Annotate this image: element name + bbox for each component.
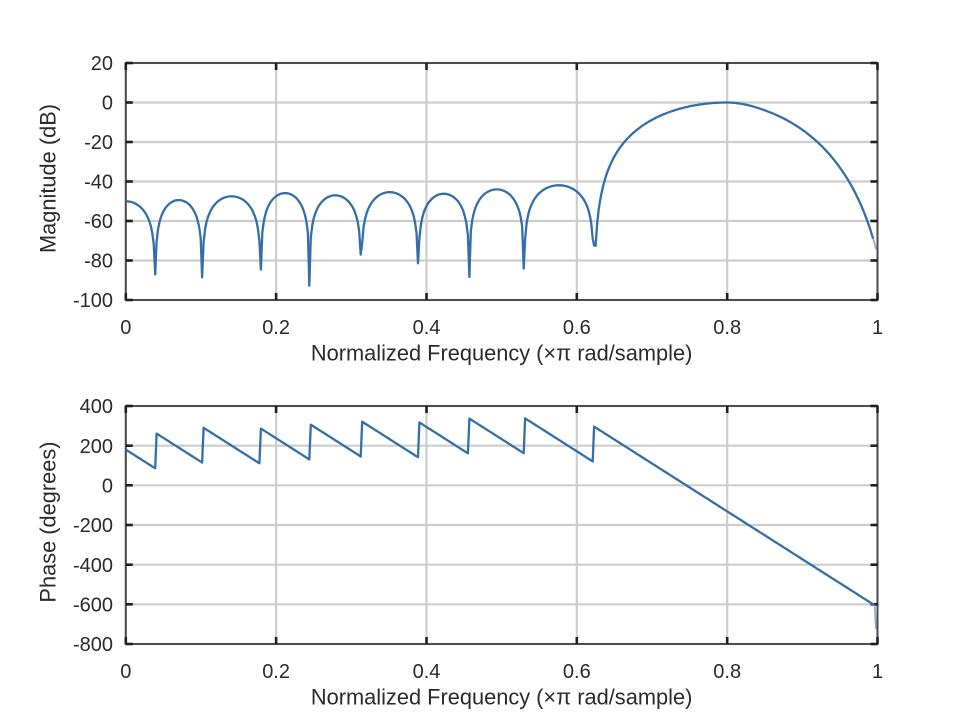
svg-text:-80: -80	[84, 251, 113, 273]
svg-text:0.8: 0.8	[713, 661, 741, 683]
svg-text:0.2: 0.2	[262, 661, 290, 683]
svg-text:-600: -600	[73, 595, 113, 617]
svg-text:-800: -800	[73, 634, 113, 656]
svg-text:-400: -400	[73, 555, 113, 577]
svg-text:1: 1	[872, 317, 883, 339]
svg-text:200: 200	[80, 436, 113, 458]
svg-text:Normalized Frequency (×π rad/s: Normalized Frequency (×π rad/sample)	[311, 685, 693, 710]
svg-text:0.4: 0.4	[413, 661, 441, 683]
svg-text:400: 400	[80, 396, 113, 418]
svg-text:0.6: 0.6	[563, 317, 591, 339]
svg-text:Magnitude (dB): Magnitude (dB)	[36, 104, 61, 253]
svg-text:0.6: 0.6	[563, 661, 591, 683]
svg-text:20: 20	[91, 53, 113, 75]
svg-text:0.2: 0.2	[262, 317, 290, 339]
svg-text:-20: -20	[84, 132, 113, 154]
svg-text:1: 1	[872, 661, 883, 683]
svg-text:0: 0	[120, 317, 131, 339]
svg-text:-60: -60	[84, 211, 113, 233]
svg-text:Normalized Frequency (×π rad/s: Normalized Frequency (×π rad/sample)	[311, 341, 693, 366]
svg-text:-40: -40	[84, 172, 113, 194]
svg-text:0: 0	[120, 661, 131, 683]
svg-text:0.8: 0.8	[713, 317, 741, 339]
svg-text:0: 0	[102, 476, 113, 498]
svg-text:-100: -100	[73, 290, 113, 312]
svg-text:0.4: 0.4	[413, 317, 441, 339]
svg-text:-200: -200	[73, 515, 113, 537]
svg-text:0: 0	[102, 93, 113, 115]
svg-text:Phase (degrees): Phase (degrees)	[36, 441, 61, 602]
